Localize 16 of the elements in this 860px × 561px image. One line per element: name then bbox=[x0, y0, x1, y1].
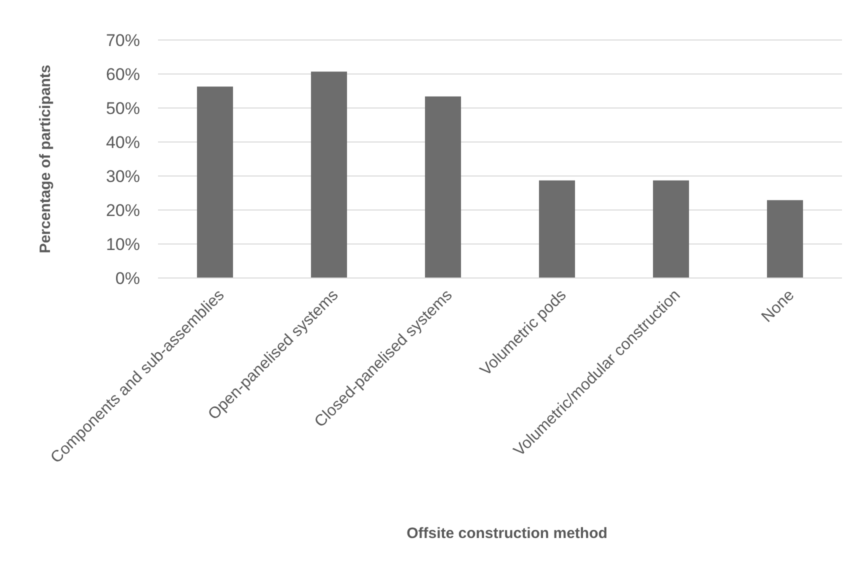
bar bbox=[310, 72, 348, 278]
bar bbox=[538, 180, 576, 278]
y-axis-title: Percentage of participants bbox=[37, 64, 54, 254]
y-tick-label: 60% bbox=[106, 64, 140, 84]
y-tick-label: 70% bbox=[106, 30, 140, 50]
x-axis-title: Offsite construction method bbox=[406, 525, 608, 542]
bar bbox=[652, 180, 690, 278]
y-tick-label: 10% bbox=[106, 234, 140, 254]
y-tick-label: 20% bbox=[106, 200, 140, 220]
bar bbox=[196, 86, 234, 278]
y-tick-label: 0% bbox=[115, 268, 140, 288]
y-tick-label: 50% bbox=[106, 98, 140, 118]
bar bbox=[424, 96, 462, 278]
y-tick-label: 40% bbox=[106, 132, 140, 152]
bar bbox=[766, 200, 804, 278]
y-tick-label: 30% bbox=[106, 166, 140, 186]
